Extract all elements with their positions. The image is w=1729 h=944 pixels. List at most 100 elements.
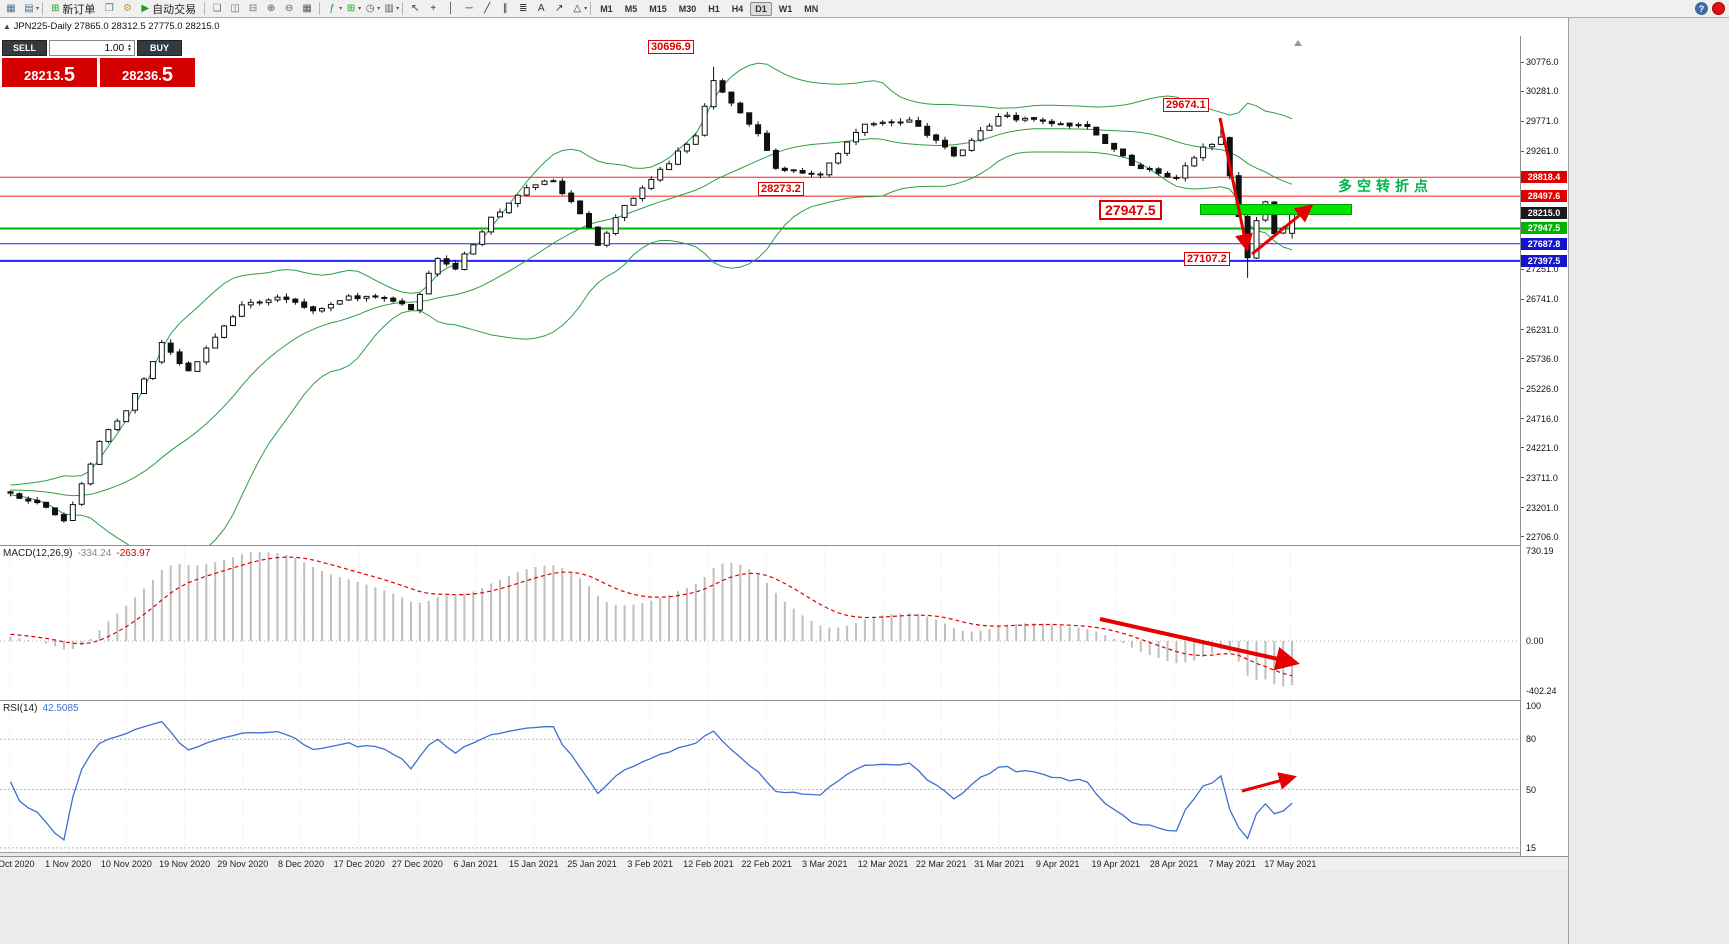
rsi-canvas[interactable] [0,701,1520,856]
symbol-marker-icon: ▲ [3,22,11,31]
timeframe-button-h1[interactable]: H1 [708,3,720,14]
timeframe-button-d1[interactable]: D1 [750,1,772,16]
add-indicator-icon[interactable]: ⊞ [346,3,356,14]
scale-tick-mark [1521,388,1524,390]
grid-icon[interactable]: ▦ [302,3,312,14]
scale-tick-mark [1521,298,1524,300]
date-label: 10 Nov 2020 [100,859,152,869]
sell-price-main: 28213. [24,68,64,83]
chart-profiles-icon[interactable]: ▤ [24,3,34,14]
vertical-line-icon[interactable]: │ [448,3,455,14]
trendline-icon[interactable]: ╱ [484,3,491,14]
price-tag-28215.0: 28215.0 [1521,206,1567,219]
one-click-trading-panel: SELL 1.00 ▲ ▼ BUY 28213. 5 28236. 5 [2,40,198,87]
ohlc-low: 27775.0 [148,21,183,32]
price-tag-28818.4: 28818.4 [1521,171,1567,184]
timeframe-button-m30[interactable]: M30 [678,3,697,14]
new-order-button[interactable]: ⊞ 新订单 [46,1,100,17]
ohlc-open: 27865.0 [74,21,109,32]
volume-value: 1.00 [104,42,125,54]
channel-icon[interactable]: ∥ [502,3,508,14]
crosshair-icon[interactable]: + [430,3,437,14]
scale-tick-mark [1521,90,1524,92]
scale-tick-mark [1521,447,1524,449]
arrows-tool-icon[interactable]: ↗ [554,3,564,14]
macd-panel-separator[interactable] [0,545,1568,546]
fibonacci-icon[interactable]: ≣ [518,3,528,14]
date-label: 1 Nov 2020 [45,859,92,869]
autotrade-label: 自动交易 [152,3,197,16]
toolbar-group-indicators: ƒ ▾ ⊞ ▾ ◷ ▾ ▥ ▾ [323,1,399,16]
price-tag-27947.5: 27947.5 [1521,222,1567,235]
chart-type-icon-caret[interactable]: ▾ [396,6,400,12]
periods-icon[interactable]: ◷ [365,3,375,14]
timeframe-button-mn[interactable]: MN [804,3,819,14]
date-label: 22 Oct 2020 [0,859,35,869]
tile-windows-icon[interactable]: ◫ [230,3,240,14]
date-label: 3 Mar 2021 [802,859,848,869]
horizontal-line-icon[interactable]: ─ [465,3,473,14]
price-tick-label: 22706.0 [1526,531,1559,542]
symbol-name: JPN225-Daily [13,21,72,32]
sell-button[interactable]: SELL [2,40,47,56]
buy-price-quote[interactable]: 28236. 5 [100,58,195,87]
key-level-price-label[interactable]: 27947.5 [1099,200,1162,220]
autotrade-button[interactable]: ▶ 自动交易 [136,1,201,17]
sell-price-big-digit: 5 [63,64,75,86]
toolbar-separator [204,2,206,15]
templates-icon[interactable]: ⚙ [122,3,132,14]
macd-indicator-label[interactable]: MACD(12,26,9) -334.24 -263.97 [3,548,150,559]
timeframe-button-m1[interactable]: M1 [600,3,613,14]
date-label: 12 Mar 2021 [857,859,909,869]
volume-field[interactable]: 1.00 ▲ ▼ [49,40,135,56]
time-axis[interactable]: 22 Oct 2020 1 Nov 2020 10 Nov 2020 19 Nov 2… [0,856,1568,870]
zoom-in-icon[interactable]: ⊕ [266,3,276,14]
bollinger-lower-band [10,151,1293,545]
buy-button[interactable]: BUY [137,40,182,56]
new-chart-icon[interactable]: ▦ [6,3,16,14]
scale-tick-mark [1521,418,1524,420]
shapes-icon[interactable]: △ [573,3,582,14]
help-icon[interactable]: ? [1695,2,1708,15]
cursor-icon[interactable]: ↖ [410,3,420,14]
indicators-icon-caret[interactable]: ▾ [339,6,343,12]
cascade-windows-icon[interactable]: ❏ [212,3,222,14]
timeframe-button-w1[interactable]: W1 [778,3,793,14]
rsi-panel-separator[interactable] [0,700,1568,701]
toolbar-group-timeframes: M1 M5 M15 M30 H1 H4 D1 W1 MN [594,1,824,16]
symbol-header: ▲ JPN225-Daily 27865.0 28312.5 27775.0 2… [3,21,220,32]
chart-profiles-icon-caret[interactable]: ▾ [36,6,40,12]
sell-price-quote[interactable]: 28213. 5 [2,58,97,87]
price-tick-label: 24221.0 [1526,442,1559,453]
swing-low-price-label[interactable]: 27107.2 [1184,252,1230,266]
date-label: 17 Dec 2020 [333,859,385,869]
chart-shift-marker[interactable] [1294,40,1302,46]
volume-spinner[interactable]: ▲ ▼ [127,43,132,53]
lower-high-price-label[interactable]: 29674.1 [1163,98,1209,112]
price-chart-canvas[interactable] [0,36,1520,545]
macd-canvas[interactable] [0,546,1520,700]
price-tick-label: 24716.0 [1526,413,1559,424]
text-icon[interactable]: A [537,3,545,14]
shapes-icon-caret[interactable]: ▾ [584,6,588,12]
new-order-label: 新订单 [62,3,96,16]
timeframe-button-h4[interactable]: H4 [731,3,744,14]
toolbar-separator [319,2,321,15]
bollinger-middle-band [10,128,1293,497]
peak-price-label[interactable]: 30696.9 [648,40,694,54]
breakdown-price-label[interactable]: 28273.2 [758,182,804,196]
price-scale[interactable]: 30776.0 30281.0 29771.0 29261.0 27251.0 26741… [1521,36,1568,856]
macd-signal-value: -263.97 [116,548,151,559]
rsi-indicator-label[interactable]: RSI(14) 42.5085 [3,703,79,714]
chart-window-icon[interactable]: ❐ [104,3,114,14]
add-indicator-icon-caret[interactable]: ▾ [358,6,362,12]
arrange-windows-icon[interactable]: ⊟ [248,3,258,14]
date-label: 25 Jan 2021 [567,859,617,869]
chart-type-icon[interactable]: ▥ [384,3,394,14]
indicators-icon[interactable]: ƒ [329,3,335,14]
periods-icon-caret[interactable]: ▾ [377,6,381,12]
notification-badge-icon[interactable] [1712,2,1725,15]
zoom-out-icon[interactable]: ⊖ [284,3,294,14]
timeframe-button-m15[interactable]: M15 [649,3,667,14]
timeframe-button-m5[interactable]: M5 [624,3,638,14]
